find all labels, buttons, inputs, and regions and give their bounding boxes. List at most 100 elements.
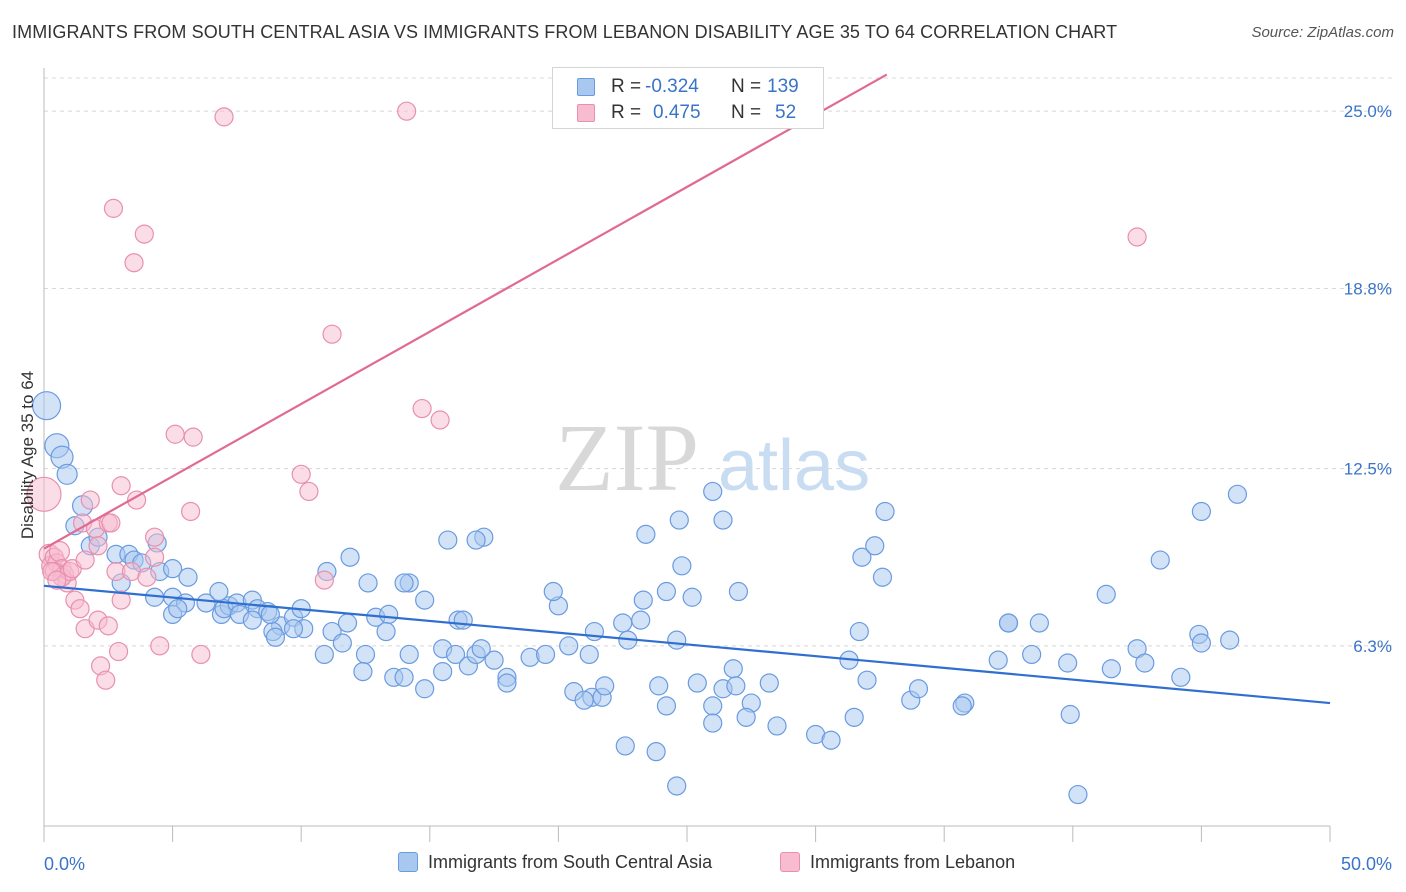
point-south-central-asia: [559, 636, 579, 656]
point-south-central-asia: [584, 621, 605, 642]
point-south-central-asia: [1191, 501, 1212, 522]
point-south-central-asia: [1029, 613, 1049, 633]
y-axis-label: Disability Age 35 to 64: [18, 370, 37, 540]
point-south-central-asia: [726, 676, 746, 696]
point-south-central-asia: [1171, 667, 1191, 687]
point-lebanon: [126, 490, 147, 510]
point-lebanon: [75, 550, 95, 570]
point-lebanon: [80, 490, 100, 510]
y-tick-label: 18.8%: [1344, 279, 1392, 298]
point-south-central-asia: [1191, 633, 1212, 653]
point-lebanon: [181, 501, 201, 522]
point-south-central-asia: [56, 463, 78, 485]
point-lebanon: [47, 570, 67, 590]
legend-n-value: 139: [767, 76, 799, 97]
y-tick-label: 12.5%: [1344, 460, 1392, 479]
point-lebanon: [165, 424, 185, 444]
point-lebanon: [96, 670, 116, 690]
point-south-central-asia: [857, 670, 877, 690]
point-south-central-asia: [376, 621, 396, 642]
point-south-central-asia: [31, 391, 62, 421]
point-lebanon: [111, 476, 131, 496]
point-south-central-asia: [821, 730, 841, 750]
legend-swatch-pink: [577, 104, 595, 122]
bottom-legend-label: Immigrants from Lebanon: [810, 852, 1016, 872]
axes: [43, 68, 1331, 842]
point-lebanon: [214, 107, 234, 127]
x-tick-label: 50.0%: [1341, 854, 1392, 874]
point-south-central-asia: [631, 610, 651, 630]
point-south-central-asia: [667, 776, 687, 796]
point-south-central-asia: [535, 644, 556, 665]
point-south-central-asia: [736, 707, 756, 727]
point-lebanon: [299, 481, 319, 502]
point-lebanon: [70, 599, 90, 619]
stats-legend: R = -0.324 N = 139 R = 0.475 N = 52: [552, 67, 824, 129]
point-lebanon: [26, 476, 62, 512]
point-south-central-asia: [484, 650, 504, 670]
point-lebanon: [134, 224, 154, 244]
watermark-zip: ZIP: [555, 404, 699, 511]
point-south-central-asia: [672, 556, 692, 576]
point-south-central-asia: [438, 530, 458, 550]
trend-lines: [43, 73, 1331, 705]
point-lebanon: [191, 644, 211, 665]
point-south-central-asia: [543, 581, 563, 602]
point-lebanon: [88, 536, 108, 556]
point-south-central-asia: [633, 590, 653, 610]
point-lebanon: [1127, 227, 1147, 247]
point-south-central-asia: [394, 573, 414, 593]
point-south-central-asia: [497, 673, 517, 693]
bottom-legend-lebanon: Immigrants from Lebanon: [780, 852, 1015, 873]
point-south-central-asia: [849, 621, 869, 642]
point-south-central-asia: [574, 690, 594, 710]
point-lebanon: [144, 547, 165, 567]
point-lebanon: [291, 464, 311, 484]
point-south-central-asia: [1101, 659, 1121, 679]
point-south-central-asia: [667, 630, 687, 650]
legend-r-label: R =: [611, 76, 642, 97]
point-south-central-asia: [332, 633, 352, 653]
legend-r-label: R =: [611, 102, 642, 123]
y-tick-label: 6.3%: [1353, 637, 1392, 656]
point-south-central-asia: [723, 659, 743, 679]
point-south-central-asia: [687, 673, 707, 693]
point-lebanon: [150, 636, 170, 656]
point-south-central-asia: [163, 559, 183, 579]
point-south-central-asia: [728, 581, 749, 602]
point-south-central-asia: [669, 510, 689, 530]
point-south-central-asia: [415, 679, 435, 699]
point-south-central-asia: [1135, 653, 1155, 673]
y-tick-label: 25.0%: [1344, 102, 1392, 121]
point-south-central-asia: [340, 547, 360, 567]
point-south-central-asia: [872, 567, 893, 587]
point-south-central-asia: [394, 667, 414, 687]
point-south-central-asia: [759, 673, 779, 693]
point-south-central-asia: [1220, 630, 1240, 650]
point-south-central-asia: [703, 696, 723, 716]
point-south-central-asia: [682, 587, 702, 607]
point-south-central-asia: [844, 707, 864, 727]
trend-line-lebanon: [43, 73, 888, 550]
point-south-central-asia: [656, 581, 677, 602]
point-south-central-asia: [1096, 584, 1116, 604]
point-south-central-asia: [178, 567, 198, 587]
point-south-central-asia: [168, 599, 188, 619]
point-lebanon: [124, 253, 144, 273]
chart-title: IMMIGRANTS FROM SOUTH CENTRAL ASIA VS IM…: [12, 22, 1118, 42]
point-south-central-asia: [656, 696, 677, 716]
point-south-central-asia: [471, 639, 491, 659]
point-south-central-asia: [355, 644, 376, 665]
point-south-central-asia: [453, 610, 473, 630]
data-points: [26, 101, 1248, 805]
point-south-central-asia: [852, 547, 872, 567]
point-south-central-asia: [908, 679, 929, 699]
point-south-central-asia: [415, 590, 435, 610]
point-south-central-asia: [433, 661, 453, 682]
legend-n-label: N =: [731, 102, 762, 123]
point-south-central-asia: [314, 644, 334, 665]
point-south-central-asia: [353, 661, 373, 682]
point-south-central-asia: [265, 627, 286, 647]
watermark-atlas: atlas: [718, 426, 870, 506]
